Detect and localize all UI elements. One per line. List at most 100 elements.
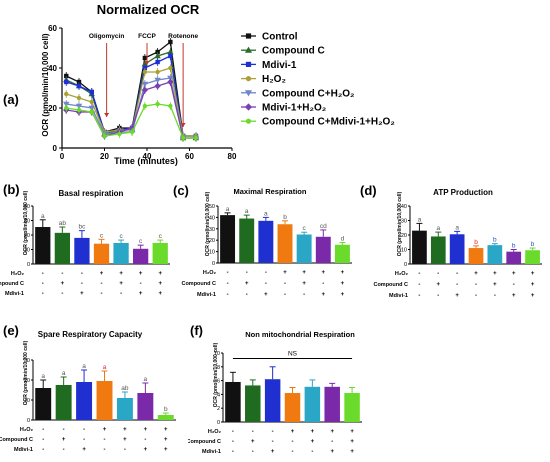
- treatment-symbol: +: [82, 447, 86, 453]
- line-chart-normalized-ocr: Normalized OCR OCR (pmol/min/10,000 cell…: [41, 2, 395, 166]
- significance-letter: a: [226, 206, 230, 213]
- significance-letter: ab: [59, 220, 67, 227]
- treatment-symbol: +: [103, 427, 107, 433]
- treatment-symbol: -: [42, 427, 44, 433]
- bar: [137, 393, 154, 420]
- y-tick-label: 30: [24, 358, 30, 364]
- y-tick-label: 10: [209, 250, 215, 256]
- bar: [152, 242, 168, 264]
- treatment-symbol: -: [456, 271, 458, 277]
- treatment-symbol: -: [232, 439, 234, 445]
- y-tick-label: 0: [404, 262, 407, 268]
- treatment-symbol: +: [164, 447, 168, 453]
- treatment-symbol: -: [513, 282, 515, 288]
- treatment-symbol: +: [158, 291, 162, 297]
- bar: [157, 415, 174, 420]
- treatment-symbol: +: [341, 281, 345, 287]
- treatment-symbol: +: [531, 271, 535, 277]
- treatment-symbol: +: [474, 271, 478, 277]
- significance-letter: a: [41, 373, 45, 380]
- treatment-symbol: -: [101, 281, 103, 287]
- treatment-symbol: +: [330, 429, 334, 435]
- bar: [116, 398, 133, 420]
- x-tick-label: 80: [228, 152, 237, 161]
- data-point: [141, 60, 149, 67]
- legend-label: Compound C+H₂O₂: [262, 88, 355, 99]
- legend-label: Mdivi-1+H₂O₂: [262, 103, 326, 114]
- treatment-row-label: Compound C: [0, 281, 24, 287]
- x-tick-label: 60: [185, 152, 194, 161]
- treatment-symbol: -: [272, 439, 274, 445]
- bar: [239, 218, 255, 263]
- treatment-symbol: +: [437, 282, 441, 288]
- chart-title: ATP Production: [433, 188, 493, 197]
- treatment-symbol: +: [302, 281, 306, 287]
- bar-chart-non-mitochondrial-respiration: Non mitochondrial Respiration OCR (pmol/…: [188, 330, 362, 455]
- data-point: [154, 77, 161, 84]
- y-tick-label: 10: [401, 248, 407, 254]
- treatment-symbol: -: [104, 447, 106, 453]
- treatment-symbol: -: [418, 293, 420, 299]
- treatment-symbol: -: [292, 449, 294, 455]
- chart-title: Maximal Respiration: [234, 187, 307, 196]
- treatment-symbol: -: [246, 292, 248, 298]
- treatment-symbol: +: [531, 293, 535, 299]
- treatment-symbol: -: [232, 429, 234, 435]
- data-point: [167, 78, 174, 86]
- y-tick-label: 10: [24, 248, 30, 254]
- bar: [76, 382, 93, 420]
- treatment-symbol: +: [158, 271, 162, 277]
- data-point: [102, 133, 107, 139]
- treatment-symbol: -: [42, 437, 44, 443]
- treatment-symbol: +: [512, 293, 516, 299]
- data-point: [154, 52, 161, 59]
- data-point: [76, 107, 82, 113]
- y-axis-label: OCR (pmol/min/10,000 cell): [23, 190, 29, 255]
- treatment-row-label: Mdivi-1: [14, 447, 33, 453]
- treatment-symbol: +: [311, 429, 315, 435]
- bar: [304, 386, 321, 422]
- y-tick-label: 20: [24, 378, 30, 384]
- arrow-head: [144, 61, 150, 65]
- y-tick-label: 4: [217, 392, 220, 398]
- bar: [277, 224, 293, 263]
- significance-letter: c: [119, 233, 123, 240]
- y-tick-label: 8: [217, 365, 220, 371]
- data-point: [64, 105, 69, 111]
- bar: [264, 379, 281, 422]
- bar: [412, 230, 427, 264]
- treatment-symbol: -: [42, 271, 44, 277]
- significance-letter: d: [341, 235, 345, 242]
- annotation-label: Rotenone: [168, 33, 198, 40]
- treatment-symbol: -: [81, 281, 83, 287]
- treatment-symbol: +: [123, 427, 127, 433]
- legend-marker: [245, 76, 252, 82]
- treatment-symbol: -: [456, 282, 458, 288]
- bar: [487, 245, 503, 264]
- annotation-label: FCCP: [138, 33, 156, 40]
- treatment-symbol: +: [123, 437, 127, 443]
- treatment-symbol: -: [42, 281, 44, 287]
- significance-letter: a: [245, 208, 249, 215]
- treatment-symbol: -: [437, 271, 439, 277]
- treatment-symbol: +: [455, 293, 459, 299]
- treatment-symbol: -: [227, 292, 229, 298]
- data-point: [141, 81, 149, 88]
- treatment-symbol: -: [475, 282, 477, 288]
- treatment-symbol: -: [284, 292, 286, 298]
- treatment-symbol: -: [81, 271, 83, 277]
- bar: [93, 243, 110, 264]
- treatment-symbol: -: [63, 427, 65, 433]
- bar: [506, 251, 522, 264]
- treatment-row-label: H₂O₂: [20, 427, 34, 433]
- treatment-symbol: +: [144, 427, 148, 433]
- data-point: [154, 82, 161, 90]
- treatment-symbol: -: [246, 270, 248, 276]
- treatment-symbol: +: [302, 270, 306, 276]
- chart-title: Non mitochondrial Respiration: [245, 330, 355, 339]
- bar: [468, 248, 484, 264]
- treatment-symbol: +: [291, 429, 295, 435]
- bar-chart-basal-respiration: Basal respiration OCR (pmol/min/10,000 c…: [0, 189, 170, 297]
- y-tick-label: 40: [401, 204, 407, 210]
- treatment-symbol: -: [232, 449, 234, 455]
